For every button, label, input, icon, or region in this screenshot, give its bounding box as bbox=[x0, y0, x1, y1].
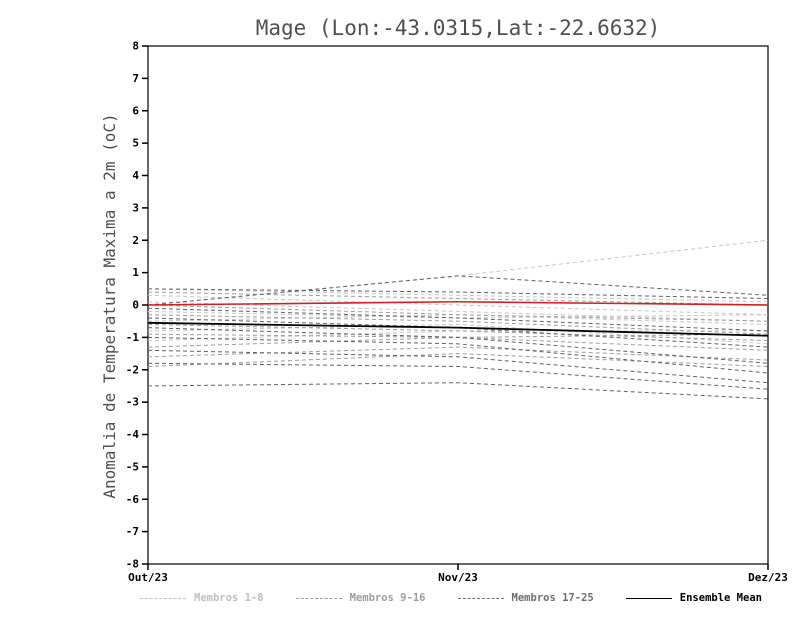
member-line bbox=[147, 353, 769, 368]
member-line bbox=[147, 307, 769, 332]
y-tick-label: -4 bbox=[126, 428, 140, 441]
dashed-line-swatch bbox=[140, 597, 186, 599]
member-line bbox=[147, 346, 769, 361]
legend-item-ensemble-mean: Ensemble Mean bbox=[625, 592, 762, 604]
y-tick-label: 2 bbox=[132, 234, 139, 247]
y-tick-label: 5 bbox=[132, 137, 139, 150]
member-line bbox=[147, 294, 769, 316]
member-line bbox=[147, 323, 769, 345]
member-line bbox=[147, 314, 769, 335]
y-tick-label: -6 bbox=[126, 493, 140, 506]
legend-label: Ensemble Mean bbox=[679, 592, 762, 604]
y-tick-label: -3 bbox=[126, 396, 139, 409]
y-tick-label: 1 bbox=[132, 266, 139, 279]
x-tick-label: Nov/23 bbox=[438, 571, 478, 584]
member-line bbox=[147, 382, 769, 400]
solid-line-swatch bbox=[625, 597, 672, 599]
member-line bbox=[147, 275, 769, 306]
y-tick-label: 7 bbox=[132, 72, 139, 85]
y-tick-label: 3 bbox=[132, 201, 139, 214]
legend-item-membros-1-8: Membros 1-8 bbox=[140, 592, 264, 604]
reference-line bbox=[147, 300, 769, 306]
legend-label: Membros 1-8 bbox=[194, 592, 264, 604]
y-tick-label: -5 bbox=[126, 460, 139, 473]
member-line bbox=[147, 323, 769, 342]
x-tick-label: Dez/23 bbox=[748, 571, 788, 584]
y-tick-label: -8 bbox=[126, 558, 139, 571]
y-tick-label: -2 bbox=[126, 363, 139, 376]
ensemble-mean-line bbox=[147, 321, 769, 337]
member-line bbox=[147, 327, 769, 364]
y-tick-label: 4 bbox=[132, 169, 139, 182]
y-tick-label: -1 bbox=[126, 331, 140, 344]
y-tick-label: -7 bbox=[126, 525, 139, 538]
member-line bbox=[147, 291, 769, 306]
member-line bbox=[147, 301, 769, 322]
chart-legend: Membros 1-8 Membros 9-16 Membros 17-25 E… bbox=[140, 588, 762, 608]
legend-item-membros-17-25: Membros 17-25 bbox=[457, 592, 594, 604]
member-line bbox=[147, 362, 769, 390]
dashed-line-swatch bbox=[295, 597, 342, 599]
y-axis-label: Anomalia de Temperatura Maxima a 2m (oC) bbox=[100, 113, 119, 499]
legend-label: Membros 17-25 bbox=[511, 592, 594, 604]
chart-title: Mage (Lon:-43.0315,Lat:-22.6632) bbox=[255, 16, 661, 40]
legend-label: Membros 9-16 bbox=[349, 592, 426, 604]
y-tick-label: 8 bbox=[132, 40, 139, 53]
legend-item-membros-9-16: Membros 9-16 bbox=[295, 592, 426, 604]
member-line bbox=[147, 336, 769, 374]
member-line bbox=[147, 304, 769, 322]
member-line bbox=[147, 288, 769, 303]
x-tick-label: Out/23 bbox=[128, 571, 168, 584]
member-line bbox=[147, 288, 769, 300]
member-line bbox=[147, 333, 769, 351]
dashed-line-swatch bbox=[457, 597, 504, 599]
y-tick-label: 0 bbox=[132, 299, 139, 312]
member-line bbox=[147, 333, 769, 348]
member-line bbox=[147, 349, 769, 384]
y-tick-label: 6 bbox=[132, 104, 139, 117]
